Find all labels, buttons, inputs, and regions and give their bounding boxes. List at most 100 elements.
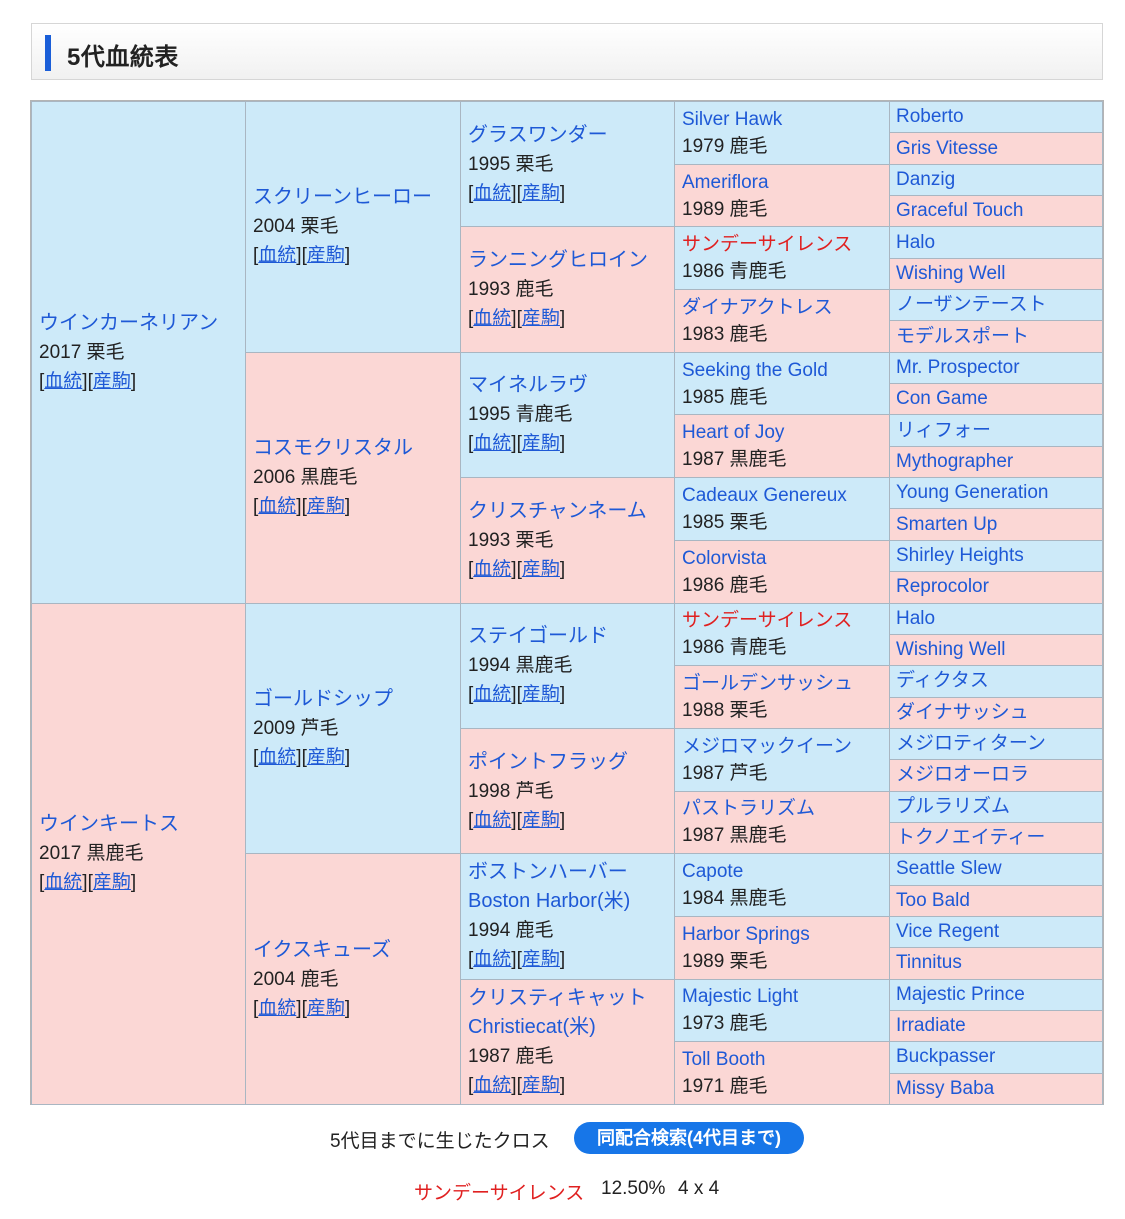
- pedigree-link[interactable]: 血統: [44, 370, 83, 392]
- pedigree-link[interactable]: 血統: [473, 558, 512, 580]
- offspring-link[interactable]: 産駒: [521, 684, 560, 706]
- horse-name-link[interactable]: Ameriflora: [682, 171, 769, 193]
- horse-name-link[interactable]: ノーザンテースト: [896, 294, 1047, 316]
- horse-name-link[interactable]: ランニングヒロイン: [468, 249, 648, 272]
- horse-name-link[interactable]: ゴールドシップ: [253, 687, 393, 710]
- horse-name-link[interactable]: スクリーンヒーロー: [253, 186, 432, 209]
- horse-name-link[interactable]: ディクタス: [896, 670, 989, 692]
- horse-name-link[interactable]: Seeking the Gold: [682, 359, 828, 381]
- offspring-link[interactable]: 産駒: [92, 872, 131, 894]
- same-mating-search-button[interactable]: 同配合検索(4代目まで): [574, 1122, 804, 1154]
- pedigree-cell-gen5: Roberto: [889, 101, 1103, 134]
- horse-name-link[interactable]: マイネルラヴ: [468, 374, 588, 397]
- birth-year-coat: 1994 鹿毛: [468, 920, 554, 942]
- horse-name-link[interactable]: Mr. Prospector: [896, 356, 1020, 378]
- horse-name-link[interactable]: クリスチャンネーム: [468, 499, 647, 522]
- offspring-link[interactable]: 産駒: [306, 997, 345, 1019]
- horse-name-link[interactable]: Irradiate: [896, 1015, 966, 1037]
- offspring-link[interactable]: 産駒: [521, 1074, 560, 1096]
- offspring-link[interactable]: 産駒: [306, 746, 345, 768]
- pedigree-link[interactable]: 血統: [473, 949, 512, 971]
- offspring-link[interactable]: 産駒: [521, 308, 560, 330]
- horse-name-link[interactable]: Capote: [682, 861, 744, 883]
- horse-name-link[interactable]: Toll Booth: [682, 1049, 766, 1071]
- horse-name-link[interactable]: メジロティターン: [896, 733, 1046, 755]
- offspring-link[interactable]: 産駒: [521, 809, 560, 831]
- horse-name-link[interactable]: サンデーサイレンス: [682, 610, 853, 632]
- horse-name-link[interactable]: コスモクリスタル: [253, 437, 413, 460]
- horse-name-link[interactable]: Majestic Prince: [896, 983, 1025, 1005]
- birth-year-coat: 1998 芦毛: [468, 780, 554, 802]
- horse-name-link[interactable]: プルラリズム: [896, 795, 1011, 817]
- birth-year-coat: 2004 栗毛: [253, 216, 339, 238]
- horse-name-link[interactable]: Heart of Joy: [682, 422, 785, 444]
- pedigree-link[interactable]: 血統: [473, 433, 512, 455]
- horse-name-link[interactable]: Buckpasser: [896, 1046, 996, 1068]
- horse-name-link[interactable]: ダイナサッシュ: [896, 701, 1029, 723]
- horse-name-link[interactable]: Roberto: [896, 106, 964, 128]
- horse-name-link[interactable]: ポイントフラッグ: [468, 750, 628, 773]
- horse-name-link[interactable]: Vice Regent: [896, 921, 1000, 943]
- horse-name-link[interactable]: ウインキートス: [39, 813, 179, 836]
- cross-horse-link[interactable]: サンデーサイレンス: [414, 1183, 585, 1204]
- horse-name-link[interactable]: Reprocolor: [896, 576, 989, 598]
- horse-name-link[interactable]: Wishing Well: [896, 639, 1006, 661]
- pedigree-link[interactable]: 血統: [258, 746, 297, 768]
- horse-name-link[interactable]: Colorvista: [682, 547, 767, 569]
- horse-name-link[interactable]: ゴールデンサッシュ: [682, 673, 854, 695]
- offspring-link[interactable]: 産駒: [521, 558, 560, 580]
- horse-name-link[interactable]: パストラリズム: [682, 798, 816, 820]
- horse-name-link[interactable]: クリスティキャット: [468, 986, 647, 1009]
- horse-name-link[interactable]: ウインカーネリアン: [39, 311, 219, 334]
- pedigree-link[interactable]: 血統: [473, 182, 512, 204]
- horse-name-link[interactable]: Missy Baba: [896, 1077, 995, 1099]
- pedigree-link[interactable]: 血統: [258, 245, 297, 267]
- horse-name-link[interactable]: Smarten Up: [896, 513, 998, 535]
- horse-name-link[interactable]: リィフォー: [896, 419, 992, 441]
- horse-name-link[interactable]: Halo: [896, 231, 936, 253]
- horse-name-en-link[interactable]: Boston Harbor(米): [468, 890, 631, 913]
- horse-name-link[interactable]: Graceful Touch: [896, 200, 1024, 222]
- horse-name-link[interactable]: ダイナアクトレス: [682, 296, 833, 318]
- horse-name-link[interactable]: Harbor Springs: [682, 923, 810, 945]
- offspring-link[interactable]: 産駒: [306, 496, 345, 518]
- horse-name-link[interactable]: Wishing Well: [896, 262, 1006, 284]
- horse-name-link[interactable]: メジロマックイーン: [682, 735, 853, 757]
- pedigree-link[interactable]: 血統: [258, 496, 297, 518]
- horse-name-link[interactable]: メジロオーロラ: [896, 764, 1030, 786]
- pedigree-link[interactable]: 血統: [258, 997, 297, 1019]
- horse-name-link[interactable]: Con Game: [896, 388, 988, 410]
- horse-name-link[interactable]: Shirley Heights: [896, 544, 1024, 566]
- pedigree-link[interactable]: 血統: [473, 308, 512, 330]
- pedigree-links: [血統][産駒]: [39, 370, 137, 392]
- horse-name-link[interactable]: Mythographer: [896, 450, 1014, 472]
- horse-name-link[interactable]: ボストンハーバー: [468, 861, 628, 884]
- horse-name-link[interactable]: イクスキューズ: [253, 938, 391, 961]
- horse-name-link[interactable]: Tinnitus: [896, 952, 962, 974]
- horse-name-link[interactable]: Halo: [896, 607, 936, 629]
- pedigree-link[interactable]: 血統: [473, 809, 512, 831]
- horse-name-link[interactable]: Gris Vitesse: [896, 137, 999, 159]
- horse-name-link[interactable]: Majestic Light: [682, 986, 799, 1008]
- horse-name-link[interactable]: Danzig: [896, 168, 956, 190]
- horse-name-en-link[interactable]: Christiecat(米): [468, 1015, 596, 1038]
- horse-name-link[interactable]: Silver Hawk: [682, 108, 783, 130]
- horse-name-link[interactable]: Young Generation: [896, 482, 1049, 504]
- birth-year-coat: 1995 栗毛: [468, 153, 554, 175]
- pedigree-link[interactable]: 血統: [473, 1074, 512, 1096]
- horse-name-link[interactable]: サンデーサイレンス: [682, 234, 853, 256]
- pedigree-link[interactable]: 血統: [44, 872, 83, 894]
- offspring-link[interactable]: 産駒: [521, 433, 560, 455]
- offspring-link[interactable]: 産駒: [521, 182, 560, 204]
- horse-name-link[interactable]: Cadeaux Genereux: [682, 484, 847, 506]
- offspring-link[interactable]: 産駒: [92, 370, 131, 392]
- offspring-link[interactable]: 産駒: [306, 245, 345, 267]
- horse-name-link[interactable]: トクノエイティー: [896, 827, 1046, 849]
- pedigree-link[interactable]: 血統: [473, 684, 512, 706]
- horse-name-link[interactable]: Too Bald: [896, 889, 970, 911]
- horse-name-link[interactable]: グラスワンダー: [468, 123, 608, 146]
- offspring-link[interactable]: 産駒: [521, 949, 560, 971]
- horse-name-link[interactable]: Seattle Slew: [896, 858, 1002, 880]
- horse-name-link[interactable]: ステイゴールド: [468, 625, 608, 648]
- horse-name-link[interactable]: モデルスポート: [896, 325, 1030, 347]
